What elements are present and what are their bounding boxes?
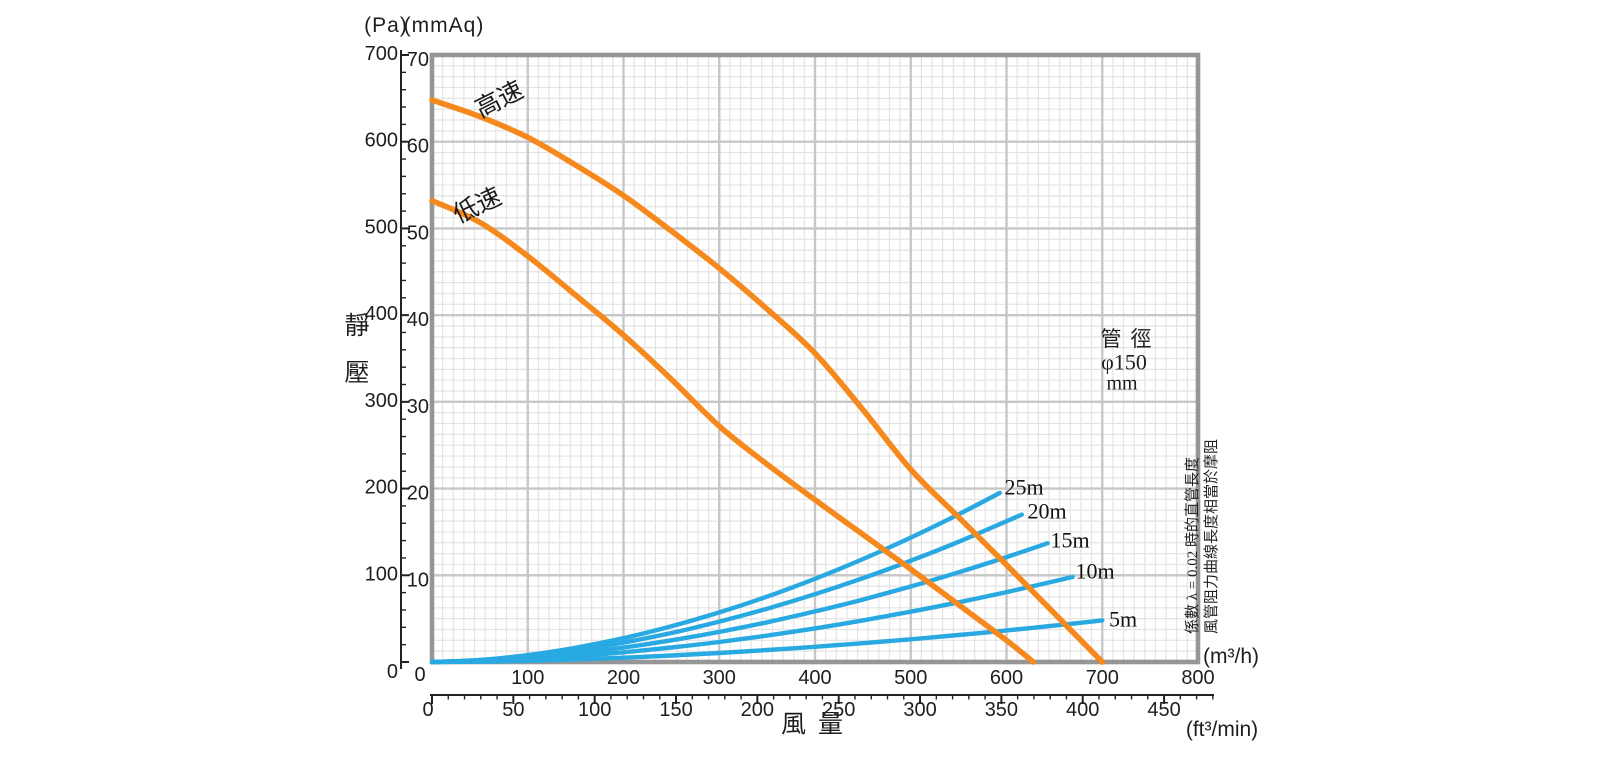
pipe-diameter-unit: mm [1106, 372, 1138, 395]
mmaq-tick-label: 60 [407, 136, 429, 158]
ft-tick-label: 200 [741, 699, 774, 721]
m3h-tick-label: 700 [1086, 667, 1119, 689]
pa-tick-label: 100 [365, 563, 398, 585]
pa-tick-label: 600 [365, 130, 398, 152]
ft-tick-label: 450 [1147, 699, 1180, 721]
duct-10m-curve-label: 10m [1075, 558, 1115, 584]
mmaq-tick-label: 20 [407, 483, 429, 505]
mmaq-tick-label: 40 [407, 309, 429, 331]
m3h-tick-label: 100 [511, 667, 544, 689]
duct-15m-curve-label: 15m [1050, 527, 1090, 553]
pa-tick-label: 700 [365, 43, 398, 65]
pa-tick-label: 300 [365, 390, 398, 412]
pa-tick-label: 400 [365, 303, 398, 325]
pa-tick-label: 200 [365, 477, 398, 499]
mmaq-axis-unit-label: (mmAq) [403, 13, 485, 37]
ft-tick-label: 150 [659, 699, 692, 721]
curve-high-speed [429, 97, 1106, 665]
duct-20m-curve-label: 20m [1027, 498, 1067, 524]
m3h-tick-label: 800 [1181, 667, 1214, 689]
m3h-tick-label: 300 [703, 667, 736, 689]
ft-tick-label: 300 [903, 699, 936, 721]
y-axis-title-static-pressure: 靜 壓 [344, 313, 370, 387]
duct-25m-curve-label: 25m [1004, 474, 1044, 500]
m3h-axis-unit-label: (m³/h) [1203, 644, 1259, 668]
mmaq-tick-label: 10 [407, 569, 429, 591]
duct-resistance-note: 係數 λ = 0.02 時的直管長度 風管阻力曲線長度相當於摩阻 [1184, 439, 1222, 634]
plot-frame [429, 52, 1201, 665]
pa-tick-label: 500 [365, 216, 398, 238]
mmaq-tick-label: 70 [407, 49, 429, 71]
pipe-diameter-title: 管徑 [1100, 326, 1161, 351]
pa-tick-label: 0 [387, 661, 398, 683]
mmaq-tick-label: 30 [407, 396, 429, 418]
mmaq-tick-label: 50 [407, 222, 429, 244]
pipe-diameter-value: φ150 [1101, 349, 1147, 375]
duct-5m-curve-label: 5m [1108, 606, 1138, 632]
x-axis-title-airflow: 風量 [780, 711, 856, 739]
m3h-tick-label: 400 [798, 667, 831, 689]
duct-resistance-note-line-left: 係數 λ = 0.02 時的直管長度 [1185, 457, 1201, 634]
ft-tick-label: 250 [822, 699, 855, 721]
duct-resistance-note-line-right: 風管阻力曲線長度相當於摩阻 [1204, 438, 1220, 634]
m3h-tick-label: 200 [607, 667, 640, 689]
m3h-tick-label: 500 [894, 667, 927, 689]
ft-tick-label: 0 [422, 699, 433, 721]
ft-tick-label: 100 [578, 699, 611, 721]
ft3min-axis-unit-label: (ft³/min) [1185, 717, 1259, 741]
m3h-tick-label: 0 [414, 664, 425, 686]
curve-low-speed [429, 197, 1037, 665]
pa-axis-unit-label: (Pa) [364, 13, 408, 37]
ft-tick-label: 50 [502, 699, 524, 721]
m3h-tick-label: 600 [990, 667, 1023, 689]
ft-tick-label: 400 [1066, 699, 1099, 721]
ft-tick-label: 350 [985, 699, 1018, 721]
